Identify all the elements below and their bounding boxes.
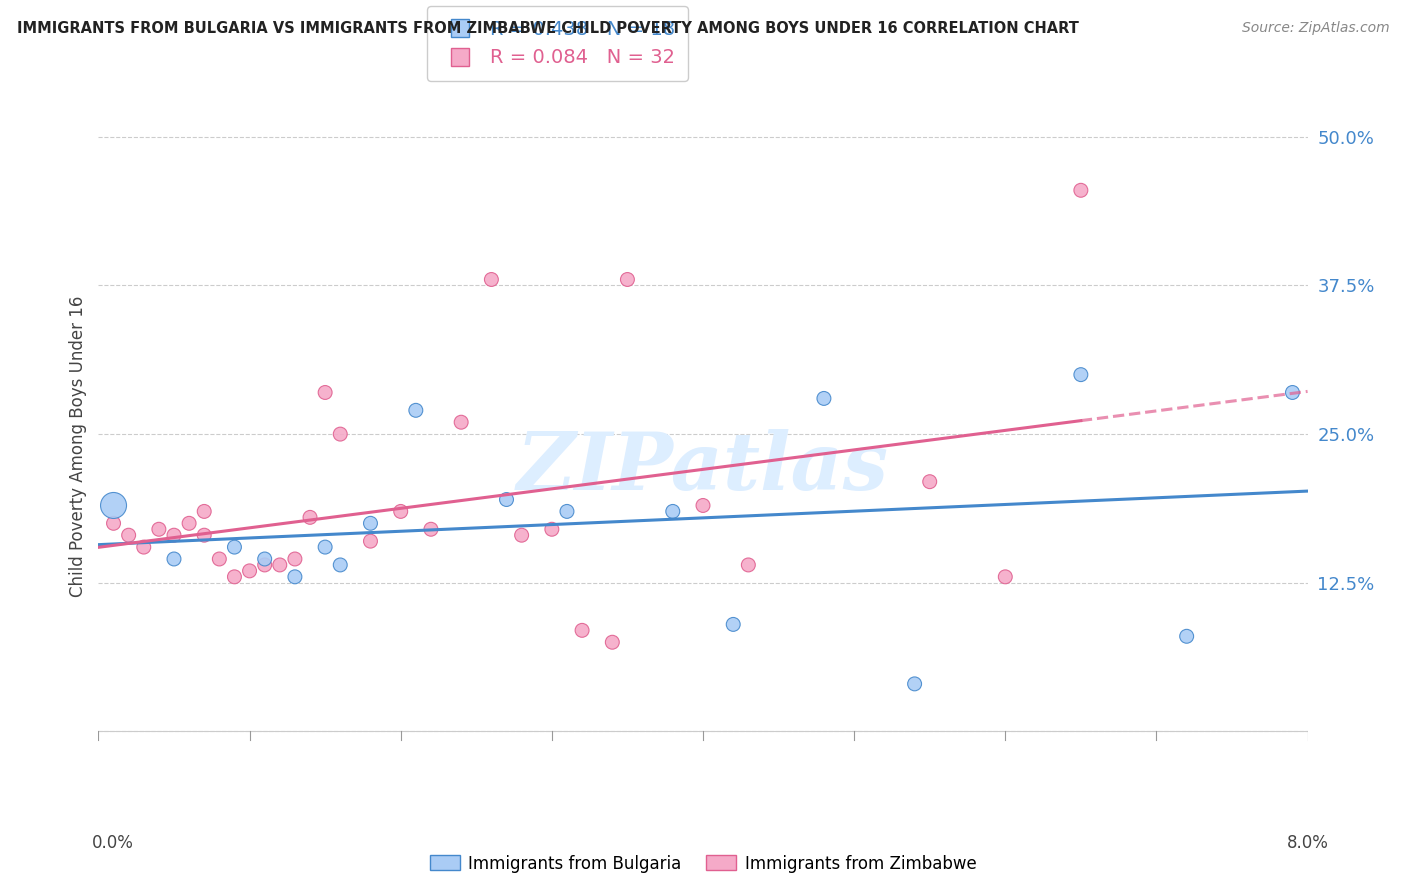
Point (253, 558, 276, 572)
Point (314, 385, 336, 400)
Point (239, 564, 262, 578)
Point (661, 504, 683, 518)
Y-axis label: Child Poverty Among Boys Under 16: Child Poverty Among Boys Under 16 (69, 295, 87, 597)
Point (540, 522, 562, 536)
Point (132, 540, 155, 554)
Point (904, 677, 927, 691)
Point (692, 499, 714, 513)
Point (723, 617, 745, 632)
Point (1175, 629, 1198, 643)
Point (555, 504, 578, 518)
Point (163, 528, 186, 542)
Text: Source: ZipAtlas.com: Source: ZipAtlas.com (1241, 21, 1389, 35)
Point (148, 522, 170, 536)
Text: 0.0%: 0.0% (91, 834, 134, 852)
Point (360, 534, 382, 549)
Point (329, 427, 352, 442)
Point (299, 510, 322, 524)
Point (193, 528, 215, 542)
Point (918, 475, 941, 489)
Point (103, 516, 125, 531)
Point (737, 558, 759, 572)
Legend: Immigrants from Bulgaria, Immigrants from Zimbabwe: Immigrants from Bulgaria, Immigrants fro… (423, 848, 983, 880)
Point (118, 528, 141, 542)
Point (1070, 368, 1092, 382)
Point (179, 516, 201, 531)
Point (405, 403, 427, 417)
Point (994, 570, 1017, 584)
Point (284, 552, 307, 566)
Point (163, 552, 186, 566)
Point (193, 504, 215, 518)
Point (571, 624, 593, 638)
Point (1281, 385, 1303, 400)
Point (360, 516, 382, 531)
Point (103, 499, 125, 513)
Point (314, 540, 336, 554)
Legend: R = 0.438   N = 18, R = 0.084   N = 32: R = 0.438 N = 18, R = 0.084 N = 32 (427, 6, 689, 81)
Point (481, 272, 503, 286)
Point (420, 522, 443, 536)
Point (616, 272, 638, 286)
Point (495, 492, 517, 507)
Point (224, 570, 246, 584)
Text: IMMIGRANTS FROM BULGARIA VS IMMIGRANTS FROM ZIMBABWE CHILD POVERTY AMONG BOYS UN: IMMIGRANTS FROM BULGARIA VS IMMIGRANTS F… (17, 21, 1078, 36)
Point (224, 540, 246, 554)
Text: ZIPatlas: ZIPatlas (517, 429, 889, 506)
Point (813, 392, 835, 406)
Point (284, 570, 307, 584)
Point (253, 552, 276, 566)
Point (510, 528, 533, 542)
Point (389, 504, 412, 518)
Text: 8.0%: 8.0% (1286, 834, 1329, 852)
Point (450, 415, 472, 429)
Point (269, 558, 291, 572)
Point (602, 635, 624, 649)
Point (329, 558, 352, 572)
Point (208, 552, 231, 566)
Point (1070, 183, 1092, 197)
